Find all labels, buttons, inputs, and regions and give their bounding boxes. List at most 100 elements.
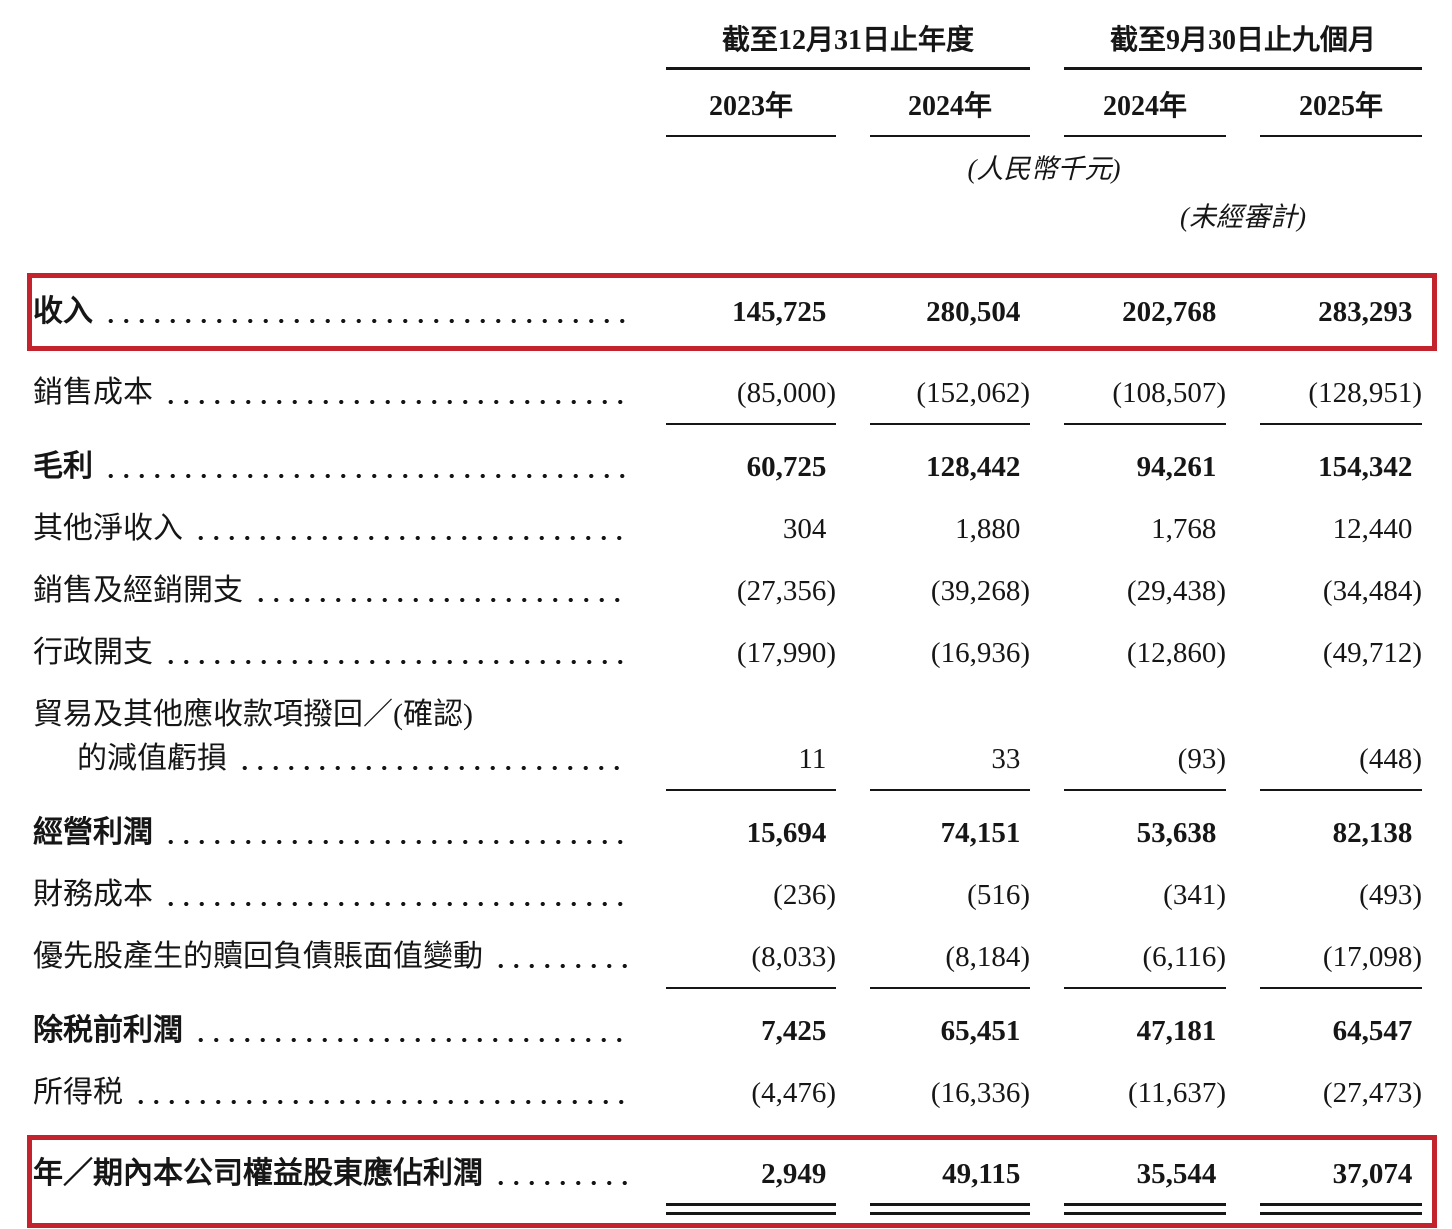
row-label-cell: 其他淨收入 [33,509,632,549]
row-label: 年／期內本公司權益股東應佔利潤 [33,1157,483,1190]
value-2023: 11) [666,739,836,791]
year-header-2023: 2023年 [666,88,836,137]
dot-leader [133,1100,628,1104]
column-group-year-ended-dec31: 截至12月31日止年度 [666,24,1030,70]
value-2024-9m: 35,544) [1064,1154,1226,1215]
value-2025-9m: (34,484) [1322,575,1422,607]
row-label: 其他淨收入 [33,512,183,545]
row-label: 財務成本 [33,878,153,911]
row-label: 毛利 [33,450,93,483]
value-2023: (85,000) [666,373,836,425]
value-2023: 7,425) [761,1015,827,1047]
table-row-profit-attributable-to-equity-shareholders-highlighted: 年／期內本公司權益股東應佔利潤 2,949) 49,115) 35,544) 3… [27,1135,1437,1228]
year-header-2024-fy: 2024年 [870,88,1030,137]
value-2024-9m: 94,261) [1136,451,1217,483]
table-row-cost-of-sales: 銷售成本 (85,000) (152,062) (108,507) (128,9… [33,373,1422,425]
table-row-other-net-income: 其他淨收入 304) 1,880) 1,768) 12,440) [33,509,1422,549]
unit-note-row: (人民幣千元) [33,151,1422,187]
table-header: 截至12月31日止年度 截至9月30日止九個月 2023年 2024年 2024… [33,24,1422,235]
value-2024-fy: 1,880) [955,513,1021,545]
row-label-cell: 行政開支 [33,633,632,673]
value-2025-9m: (17,098) [1260,937,1422,989]
row-label: 行政開支 [33,636,153,669]
value-2025-9m: (49,712) [1322,637,1422,669]
row-label-cell: 年／期內本公司權益股東應佔利潤 [33,1154,632,1194]
row-label: 銷售成本 [33,376,153,409]
value-2023: (236) [773,879,836,911]
row-label-cell: 優先股產生的贖回負債賬面值變動 [33,937,632,977]
value-2024-9m: (6,116) [1064,937,1226,989]
value-2024-fy: 33) [870,739,1030,791]
value-2025-9m: 64,547) [1332,1015,1413,1047]
row-label-cell: 毛利 [33,447,632,487]
table-row-operating-profit: 經營利潤 15,694) 74,151) 53,638) 82,138) [33,813,1422,853]
year-header-2024-9m: 2024年 [1064,88,1226,137]
row-label-cell: 所得税 [33,1073,632,1113]
row-label-cell: 貿易及其他應收款項撥回／(確認) [33,695,632,735]
value-2024-9m: (93) [1064,739,1226,791]
dot-leader [493,1181,628,1185]
value-2024-fy: 74,151) [940,817,1021,849]
table-row-preferred-shares-redemption-liability-change: 優先股產生的贖回負債賬面值變動 (8,033) (8,184) (6,116) … [33,937,1422,989]
value-2024-9m: 202,768) [1122,296,1217,328]
value-2024-fy: (8,184) [870,937,1030,989]
unit-note-rmb-thousands: (人民幣千元) [967,154,1121,184]
value-2025-9m: (128,951) [1260,373,1422,425]
value-2024-9m: (341) [1163,879,1226,911]
value-2025-9m: 82,138) [1332,817,1413,849]
table-row-revenue-highlighted: 收入 145,725) 280,504) 202,768) 283,293) [27,273,1437,351]
value-2024-fy: (516) [967,879,1030,911]
value-2025-9m: (27,473) [1322,1077,1422,1109]
table-body: 收入 145,725) 280,504) 202,768) 283,293) 銷… [27,273,1437,1228]
table-row-finance-costs: 財務成本 (236) (516) (341) (493) [33,875,1422,915]
value-2025-9m: 154,342) [1318,451,1413,483]
dot-leader [193,536,628,540]
row-label-cell: 銷售及經銷開支 [33,571,632,611]
table-row-impairment-line1: 貿易及其他應收款項撥回／(確認) [33,695,1422,735]
value-2024-fy: 49,115) [870,1154,1030,1215]
row-label-cell: 經營利潤 [33,813,632,853]
value-2023: 2,949) [666,1154,836,1215]
table-row-administrative-expenses: 行政開支 (17,990) (16,936) (12,860) (49,712) [33,633,1422,673]
value-2024-9m: (11,637) [1128,1077,1226,1109]
value-2024-9m: 1,768) [1151,513,1217,545]
row-label: 銷售及經銷開支 [33,574,243,607]
value-2024-fy: (16,936) [930,637,1030,669]
dot-leader [103,474,628,478]
value-2024-9m: 53,638) [1136,817,1217,849]
column-group-row: 截至12月31日止年度 截至9月30日止九個月 [33,24,1422,70]
value-2025-9m: 37,074) [1260,1154,1422,1215]
value-2023: (4,476) [751,1077,836,1109]
row-label: 除税前利潤 [33,1014,183,1047]
dot-leader [493,964,628,968]
value-2023: 60,725) [746,451,827,483]
unaudited-note-row: (未經審計) [33,199,1422,235]
value-2023: 304) [782,513,827,545]
table-row-impairment-line2: 的減值虧損 11) 33) (93) (448) [33,739,1422,791]
value-2025-9m: 12,440) [1332,513,1413,545]
row-label-cell: 財務成本 [33,875,632,915]
value-2024-fy: 128,442) [926,451,1021,483]
row-label: 經營利潤 [33,816,153,849]
value-2024-fy: (16,336) [930,1077,1030,1109]
row-label-line2: 的減值虧損 [77,742,227,775]
row-label: 收入 [33,295,93,328]
unaudited-note: (未經審計) [1180,202,1306,232]
value-2024-fy: (39,268) [930,575,1030,607]
value-2024-fy: 65,451) [940,1015,1021,1047]
table-row-selling-distribution-expenses: 銷售及經銷開支 (27,356) (39,268) (29,438) (34,4… [33,571,1422,611]
value-2024-9m: 47,181) [1136,1015,1217,1047]
dot-leader [163,660,628,664]
value-2024-fy: (152,062) [870,373,1030,425]
value-2023: 145,725) [732,296,827,328]
table-row-profit-before-tax: 除税前利潤 7,425) 65,451) 47,181) 64,547) [33,1011,1422,1051]
dot-leader [103,319,628,323]
value-2023: (8,033) [666,937,836,989]
row-label-cell: 除税前利潤 [33,1011,632,1051]
row-label: 優先股產生的贖回負債賬面值變動 [33,940,483,973]
row-label-line1: 貿易及其他應收款項撥回／(確認) [33,698,473,731]
value-2023: (27,356) [736,575,836,607]
value-2024-fy: 280,504) [926,296,1021,328]
column-group-nine-months-sep30: 截至9月30日止九個月 [1064,24,1422,70]
value-2024-9m: (29,438) [1126,575,1226,607]
